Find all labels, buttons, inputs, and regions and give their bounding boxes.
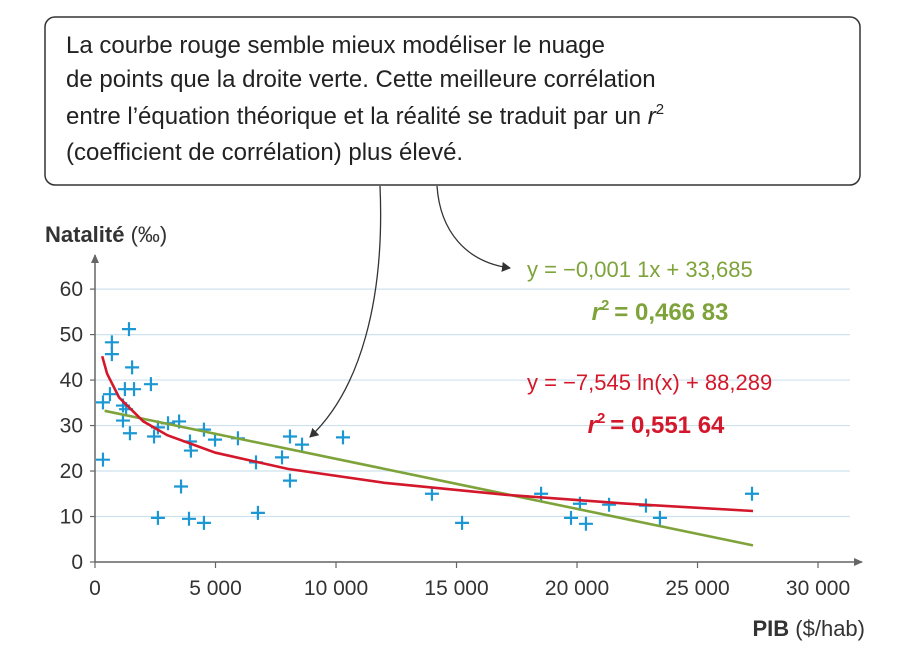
- y-label: Natalité: [45, 222, 124, 247]
- x-tick-label: 25 000: [665, 577, 729, 600]
- data-point: [143, 377, 158, 392]
- r2-value: r2 = 0,551 64: [588, 410, 725, 439]
- r2-number: = 0,551 64: [610, 412, 725, 439]
- callout-line: (coefficient de corrélation) plus élevé.: [66, 139, 463, 166]
- data-point: [602, 497, 617, 512]
- x-tick-label: 30 000: [786, 577, 850, 600]
- data-point: [122, 426, 137, 441]
- r-symbol: r: [592, 299, 603, 326]
- data-point: [424, 486, 439, 501]
- callout-text: entre l’équation théorique et la réalité…: [66, 103, 641, 130]
- y-tick-label: 50: [60, 324, 83, 347]
- data-point: [104, 347, 119, 362]
- callout-line: La courbe rouge semble mieux modéliser l…: [66, 32, 605, 59]
- x-unit: ($/hab): [795, 616, 865, 641]
- x-tick-label: 10 000: [304, 577, 368, 600]
- y-tick-label: 0: [71, 551, 83, 574]
- data-point: [282, 429, 297, 444]
- data-point: [563, 510, 578, 525]
- r-exponent: 2: [656, 101, 664, 118]
- y-axis-label: Natalité (‰): [45, 222, 167, 247]
- y-unit: (‰): [131, 222, 168, 247]
- data-point: [125, 360, 140, 375]
- y-tick-label: 20: [60, 460, 83, 483]
- data-point: [335, 430, 350, 445]
- data-point: [104, 335, 119, 350]
- data-point: [250, 505, 265, 520]
- callout-line: de points que la droite verte. Cette mei…: [66, 66, 656, 93]
- equation: y = −7,545 ln(x) + 88,289: [527, 370, 772, 395]
- data-point: [183, 443, 198, 458]
- data-point: [455, 515, 470, 530]
- data-point: [578, 516, 593, 531]
- data-point: [174, 479, 189, 494]
- data-point: [652, 510, 667, 525]
- data-point: [95, 395, 110, 410]
- r-symbol: r: [648, 103, 657, 130]
- trend-line: [100, 355, 754, 513]
- r2-value: r2 = 0,466 83: [592, 297, 729, 326]
- r-exponent: 2: [601, 297, 609, 314]
- x-tick-label: 15 000: [424, 577, 488, 600]
- equation: y = −0,001 1x + 33,685: [527, 257, 753, 282]
- x-label: PIB: [752, 616, 789, 641]
- x-tick-label: 20 000: [545, 577, 609, 600]
- r2-number: = 0,466 83: [614, 299, 728, 326]
- y-tick-label: 40: [60, 369, 83, 392]
- data-point: [275, 450, 290, 465]
- data-point: [102, 387, 117, 402]
- data-point: [744, 486, 759, 501]
- data-point: [196, 515, 211, 530]
- r-symbol: r: [588, 412, 599, 439]
- r-exponent: 2: [597, 410, 605, 427]
- data-point: [121, 322, 136, 337]
- data-point: [282, 473, 297, 488]
- callout-pointer: [436, 185, 511, 272]
- x-tick-label: 5 000: [189, 577, 242, 600]
- x-tick-label: 0: [89, 577, 101, 600]
- data-point: [295, 437, 310, 452]
- callout-pointer: [309, 185, 382, 438]
- data-point: [147, 429, 162, 444]
- callout-line: entre l’équation théorique et la réalité…: [66, 101, 664, 130]
- y-tick-label: 30: [60, 415, 83, 438]
- data-point: [127, 382, 142, 397]
- data-point: [181, 511, 196, 526]
- x-axis-label: PIB ($/hab): [752, 616, 865, 641]
- data-point: [95, 452, 110, 467]
- y-tick-label: 10: [60, 506, 83, 529]
- y-tick-label: 60: [60, 278, 83, 301]
- grid: [95, 288, 850, 563]
- callout-box: [44, 16, 861, 186]
- trend-line: [104, 409, 754, 547]
- data-point: [150, 510, 165, 525]
